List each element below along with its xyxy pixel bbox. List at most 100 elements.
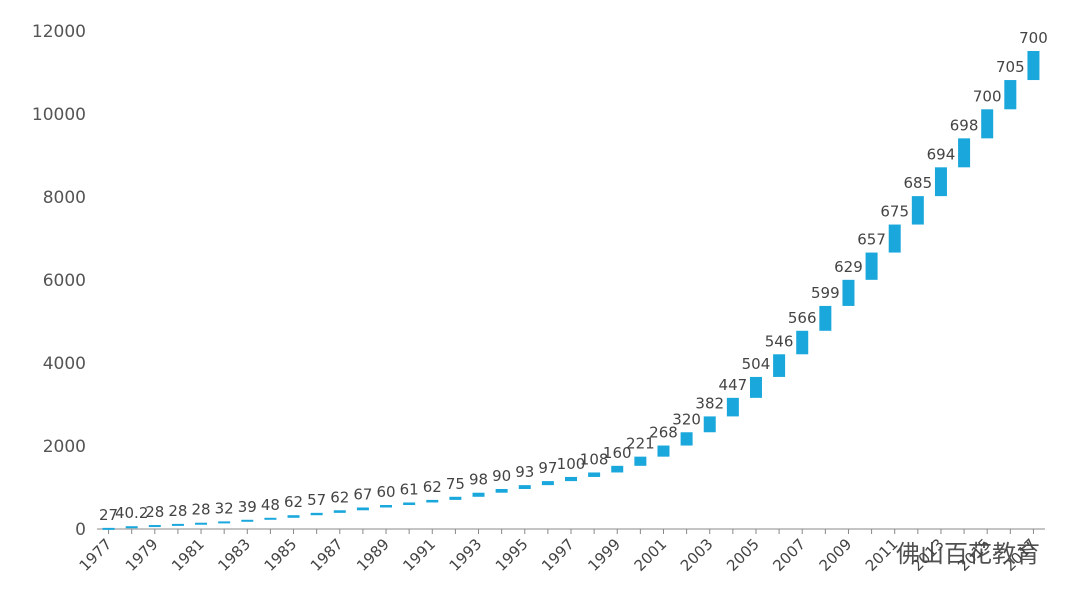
value-label: 382 bbox=[695, 394, 724, 412]
x-tick-label: 2003 bbox=[677, 535, 717, 575]
bar bbox=[565, 476, 577, 482]
value-label: 698 bbox=[950, 116, 979, 134]
x-tick-label: 2001 bbox=[631, 535, 671, 575]
value-label: 28 bbox=[168, 502, 187, 520]
value-label: 28 bbox=[145, 503, 164, 521]
value-label: 268 bbox=[649, 424, 678, 442]
value-label: 100 bbox=[557, 455, 586, 473]
bar bbox=[518, 485, 531, 489]
x-tick-label: 2005 bbox=[723, 535, 763, 575]
bar bbox=[934, 167, 947, 197]
value-label: 546 bbox=[765, 332, 794, 350]
bar bbox=[333, 510, 346, 513]
bar bbox=[749, 376, 762, 398]
bar bbox=[218, 521, 231, 524]
x-tick-label: 1993 bbox=[446, 535, 486, 575]
bar bbox=[403, 502, 416, 506]
bar bbox=[888, 224, 901, 253]
bar bbox=[773, 354, 786, 377]
value-label: 39 bbox=[238, 498, 257, 516]
y-tick-label: 8000 bbox=[43, 188, 86, 208]
y-tick-label: 10000 bbox=[32, 105, 86, 125]
x-tick-label: 1995 bbox=[492, 535, 532, 575]
bar bbox=[125, 526, 138, 529]
x-tick-label: 1989 bbox=[353, 535, 393, 575]
bar bbox=[680, 432, 693, 446]
bar bbox=[380, 505, 393, 508]
bar bbox=[865, 252, 878, 280]
bar bbox=[703, 416, 716, 433]
value-label: 48 bbox=[261, 496, 280, 514]
bar bbox=[588, 472, 601, 477]
value-label: 629 bbox=[834, 258, 863, 276]
value-label: 566 bbox=[788, 309, 817, 327]
bar bbox=[1027, 50, 1040, 81]
y-tick-label: 4000 bbox=[43, 354, 86, 374]
bar bbox=[842, 279, 855, 306]
value-label: 160 bbox=[603, 444, 632, 462]
bar bbox=[171, 523, 184, 526]
bar bbox=[634, 456, 647, 466]
value-label: 67 bbox=[353, 485, 372, 503]
bar bbox=[148, 525, 161, 528]
bar bbox=[819, 305, 832, 331]
bar bbox=[449, 496, 462, 500]
x-tick-label: 1983 bbox=[214, 535, 254, 575]
value-label: 62 bbox=[330, 488, 349, 506]
value-label: 93 bbox=[515, 463, 534, 481]
value-label: 700 bbox=[1019, 29, 1048, 47]
x-tick-label: 1999 bbox=[584, 535, 624, 575]
bar bbox=[195, 522, 208, 525]
value-label: 97 bbox=[538, 459, 557, 477]
x-tick-label: 1991 bbox=[399, 535, 439, 575]
bar bbox=[356, 507, 369, 511]
value-label: 28 bbox=[192, 501, 211, 519]
value-label: 40.2 bbox=[115, 504, 148, 522]
bar bbox=[264, 517, 277, 520]
value-label: 657 bbox=[857, 231, 886, 249]
x-tick-label: 2009 bbox=[816, 535, 856, 575]
value-label: 60 bbox=[376, 483, 395, 501]
bar bbox=[541, 481, 554, 486]
value-label: 62 bbox=[423, 478, 442, 496]
value-label: 504 bbox=[742, 355, 771, 373]
value-label: 62 bbox=[284, 493, 303, 511]
value-label: 705 bbox=[996, 58, 1025, 76]
bar bbox=[611, 465, 624, 473]
value-label: 75 bbox=[446, 475, 465, 493]
x-tick-label: 1997 bbox=[538, 535, 578, 575]
x-tick-label: 1981 bbox=[168, 535, 208, 575]
x-tick-label: 1985 bbox=[261, 535, 301, 575]
bar bbox=[981, 109, 994, 139]
bar bbox=[495, 488, 508, 493]
value-label: 694 bbox=[927, 145, 956, 163]
x-tick-label: 1987 bbox=[307, 535, 347, 575]
y-tick-label: 0 bbox=[75, 520, 86, 540]
value-label: 599 bbox=[811, 284, 840, 302]
x-tick-label: 1977 bbox=[76, 535, 116, 575]
value-label: 27 bbox=[99, 506, 118, 524]
value-label: 447 bbox=[719, 376, 748, 394]
value-label: 61 bbox=[400, 480, 419, 498]
x-tick-label: 1979 bbox=[122, 535, 162, 575]
y-tick-label: 2000 bbox=[43, 437, 86, 457]
value-label: 221 bbox=[626, 435, 655, 453]
value-label: 320 bbox=[672, 410, 701, 428]
bar bbox=[911, 196, 924, 225]
bar bbox=[102, 527, 115, 530]
bar bbox=[796, 330, 809, 355]
value-label: 57 bbox=[307, 491, 326, 509]
bar bbox=[426, 499, 439, 503]
bar bbox=[310, 512, 323, 516]
value-label: 108 bbox=[580, 450, 609, 468]
value-label: 98 bbox=[469, 471, 488, 489]
value-label: 90 bbox=[492, 467, 511, 485]
bar bbox=[287, 515, 300, 518]
bar bbox=[657, 445, 670, 457]
value-label: 675 bbox=[880, 203, 909, 221]
y-tick-label: 6000 bbox=[43, 271, 86, 291]
value-label: 685 bbox=[904, 174, 933, 192]
watermark: 佛山百花教育 bbox=[896, 540, 1040, 568]
bar bbox=[1004, 80, 1017, 110]
